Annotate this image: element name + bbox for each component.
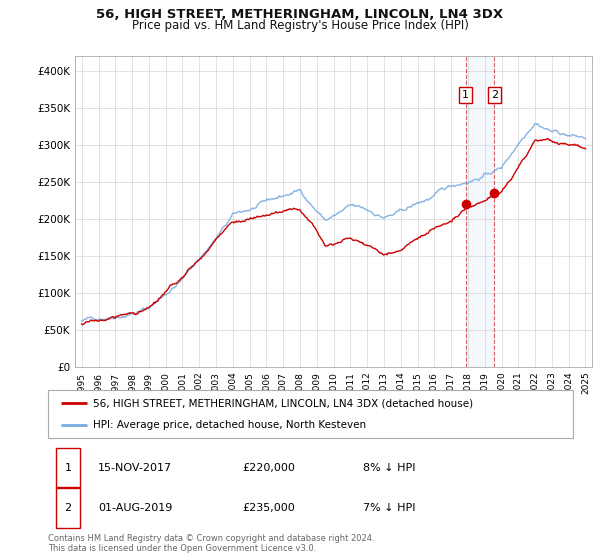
Text: 1: 1 <box>64 463 71 473</box>
Text: 1: 1 <box>462 90 469 100</box>
Text: 56, HIGH STREET, METHERINGHAM, LINCOLN, LN4 3DX: 56, HIGH STREET, METHERINGHAM, LINCOLN, … <box>97 8 503 21</box>
Bar <box>466 56 494 367</box>
Text: 2: 2 <box>491 90 498 100</box>
Text: HPI: Average price, detached house, North Kesteven: HPI: Average price, detached house, Nort… <box>92 420 366 430</box>
Text: 15-NOV-2017: 15-NOV-2017 <box>98 463 172 473</box>
FancyBboxPatch shape <box>48 390 573 438</box>
Text: 01-AUG-2019: 01-AUG-2019 <box>98 503 172 513</box>
Text: 8% ↓ HPI: 8% ↓ HPI <box>363 463 415 473</box>
Text: £235,000: £235,000 <box>242 503 295 513</box>
FancyBboxPatch shape <box>56 448 79 487</box>
Text: Price paid vs. HM Land Registry's House Price Index (HPI): Price paid vs. HM Land Registry's House … <box>131 19 469 32</box>
Text: Contains HM Land Registry data © Crown copyright and database right 2024.
This d: Contains HM Land Registry data © Crown c… <box>48 534 374 553</box>
FancyBboxPatch shape <box>56 488 79 528</box>
Text: 56, HIGH STREET, METHERINGHAM, LINCOLN, LN4 3DX (detached house): 56, HIGH STREET, METHERINGHAM, LINCOLN, … <box>92 398 473 408</box>
Text: 7% ↓ HPI: 7% ↓ HPI <box>363 503 415 513</box>
Text: £220,000: £220,000 <box>242 463 295 473</box>
Text: 2: 2 <box>64 503 71 513</box>
